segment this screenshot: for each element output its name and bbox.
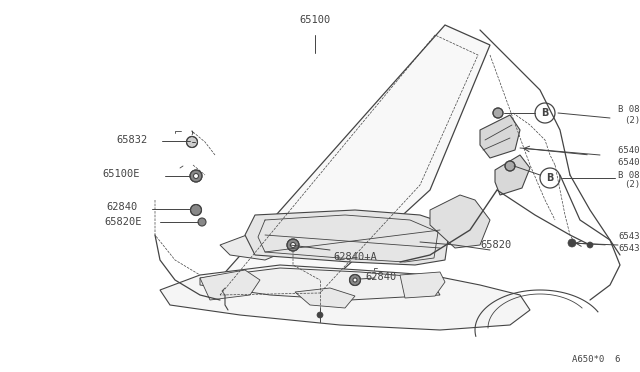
- Text: 65430M(RH): 65430M(RH): [618, 232, 640, 241]
- Circle shape: [191, 205, 202, 215]
- Text: B: B: [547, 173, 554, 183]
- Polygon shape: [430, 195, 490, 248]
- Circle shape: [353, 278, 357, 282]
- Circle shape: [291, 243, 296, 247]
- Text: 65400 (RH): 65400 (RH): [618, 145, 640, 154]
- Circle shape: [317, 312, 323, 318]
- Text: 62840: 62840: [365, 272, 396, 282]
- Polygon shape: [295, 288, 355, 308]
- Circle shape: [198, 218, 206, 226]
- Text: B 08116-8162G: B 08116-8162G: [618, 106, 640, 115]
- Text: 65430N(LH): 65430N(LH): [618, 244, 640, 253]
- Polygon shape: [200, 270, 260, 300]
- Text: A650*0  6: A650*0 6: [572, 355, 620, 364]
- Text: 65100E: 65100E: [102, 169, 140, 179]
- Circle shape: [190, 170, 202, 182]
- Circle shape: [587, 242, 593, 248]
- Text: 65832: 65832: [116, 135, 148, 145]
- Polygon shape: [220, 215, 310, 260]
- Circle shape: [287, 239, 299, 251]
- Circle shape: [505, 161, 515, 171]
- Polygon shape: [400, 272, 445, 298]
- Circle shape: [540, 168, 560, 188]
- Text: 65820: 65820: [480, 240, 511, 250]
- Text: 65100: 65100: [300, 15, 331, 25]
- Polygon shape: [205, 25, 490, 300]
- Circle shape: [535, 103, 555, 123]
- Text: 65401 (LH): 65401 (LH): [618, 157, 640, 167]
- Text: (2): (2): [624, 180, 640, 189]
- Circle shape: [186, 137, 198, 148]
- Circle shape: [349, 275, 360, 285]
- Polygon shape: [160, 265, 530, 330]
- Text: B: B: [541, 108, 548, 118]
- Polygon shape: [245, 210, 450, 265]
- Polygon shape: [200, 268, 440, 300]
- Text: (2): (2): [624, 115, 640, 125]
- Text: 65820E: 65820E: [104, 217, 142, 227]
- Text: 62840: 62840: [107, 202, 138, 212]
- Circle shape: [568, 239, 576, 247]
- Polygon shape: [495, 155, 530, 195]
- Circle shape: [493, 108, 503, 118]
- Text: B 08116-8162G: B 08116-8162G: [618, 170, 640, 180]
- Polygon shape: [480, 115, 520, 158]
- Text: 62840+A: 62840+A: [333, 252, 377, 262]
- Circle shape: [193, 173, 198, 179]
